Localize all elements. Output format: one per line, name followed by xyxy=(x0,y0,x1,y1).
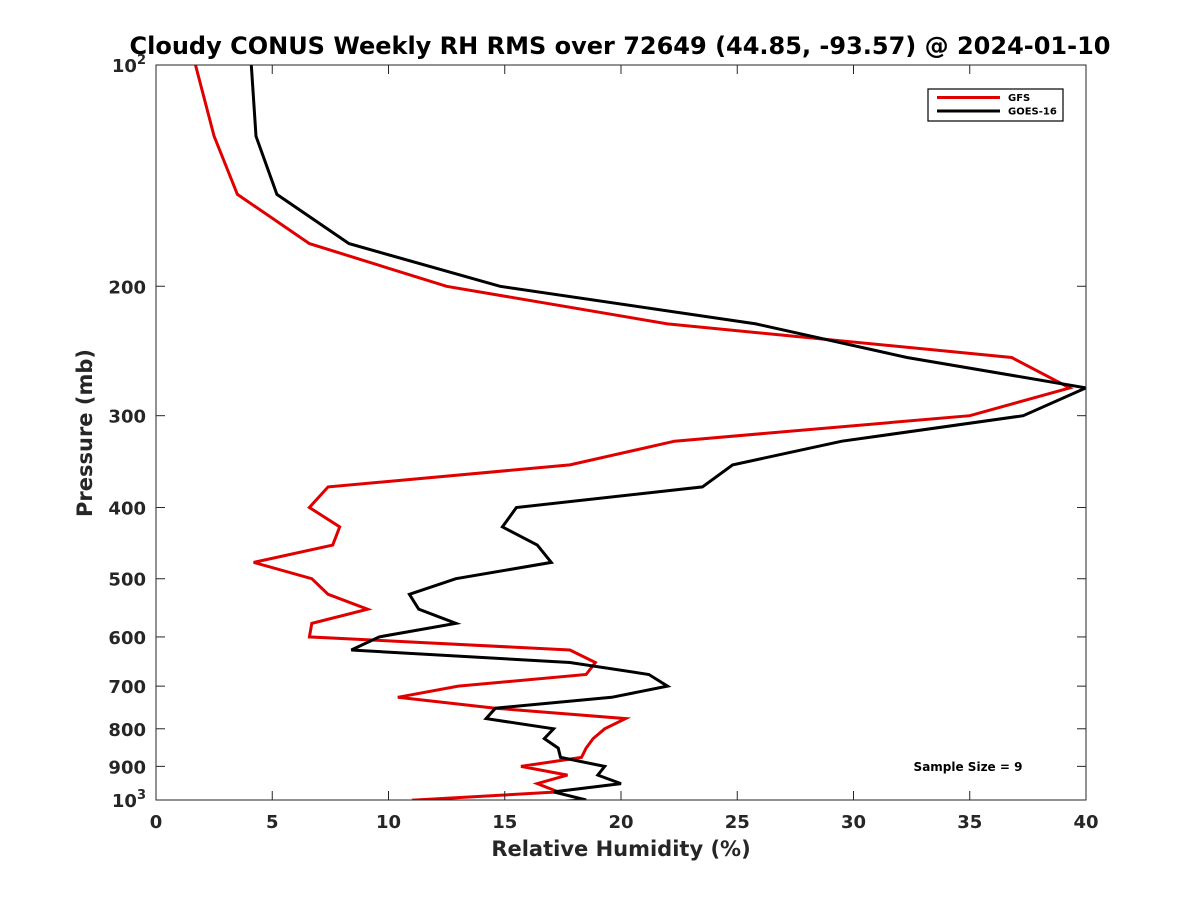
x-tick-label: 15 xyxy=(492,812,517,833)
chart-title: Cloudy CONUS Weekly RH RMS over 72649 (4… xyxy=(130,32,1111,60)
legend-label-goes16: GOES-16 xyxy=(1008,107,1057,118)
y-tick-label: 102 xyxy=(112,53,146,77)
x-tick-label: 5 xyxy=(266,812,279,833)
legend-label-gfs: GFS xyxy=(1008,93,1030,104)
y-axis: 102 200 300 400 500 600 700 800 900 103 xyxy=(108,53,1086,812)
y-tick-label: 900 xyxy=(108,757,146,778)
y-tick-label: 200 xyxy=(108,277,146,298)
y-tick-label: 700 xyxy=(108,677,146,698)
series-layer xyxy=(194,65,1086,800)
x-tick-label: 40 xyxy=(1073,812,1098,833)
y-tick-label: 103 xyxy=(112,788,146,812)
x-tick-label: 25 xyxy=(725,812,750,833)
y-tick-label: 300 xyxy=(108,407,146,428)
sample-size-annotation: Sample Size = 9 xyxy=(914,760,1023,774)
x-axis: 0 5 10 15 20 25 30 35 40 xyxy=(150,65,1099,833)
x-tick-label: 10 xyxy=(376,812,401,833)
legend-box xyxy=(927,88,1064,122)
x-tick-label: 30 xyxy=(841,812,866,833)
x-tick-label: 20 xyxy=(608,812,633,833)
x-axis-label: Relative Humidity (%) xyxy=(491,837,750,861)
series-line-gfs xyxy=(194,65,1074,800)
plot-frame xyxy=(155,64,1087,801)
legend: GFS GOES-16 xyxy=(927,88,1064,122)
y-axis-label: Pressure (mb) xyxy=(73,349,97,517)
series-line-goes16 xyxy=(249,65,1086,800)
y-tick-label: 400 xyxy=(108,499,146,520)
x-tick-label: 35 xyxy=(957,812,982,833)
y-tick-label: 800 xyxy=(108,720,146,741)
y-tick-label: 600 xyxy=(108,628,146,649)
y-tick-label: 500 xyxy=(108,570,146,591)
x-tick-label: 0 xyxy=(150,812,163,833)
